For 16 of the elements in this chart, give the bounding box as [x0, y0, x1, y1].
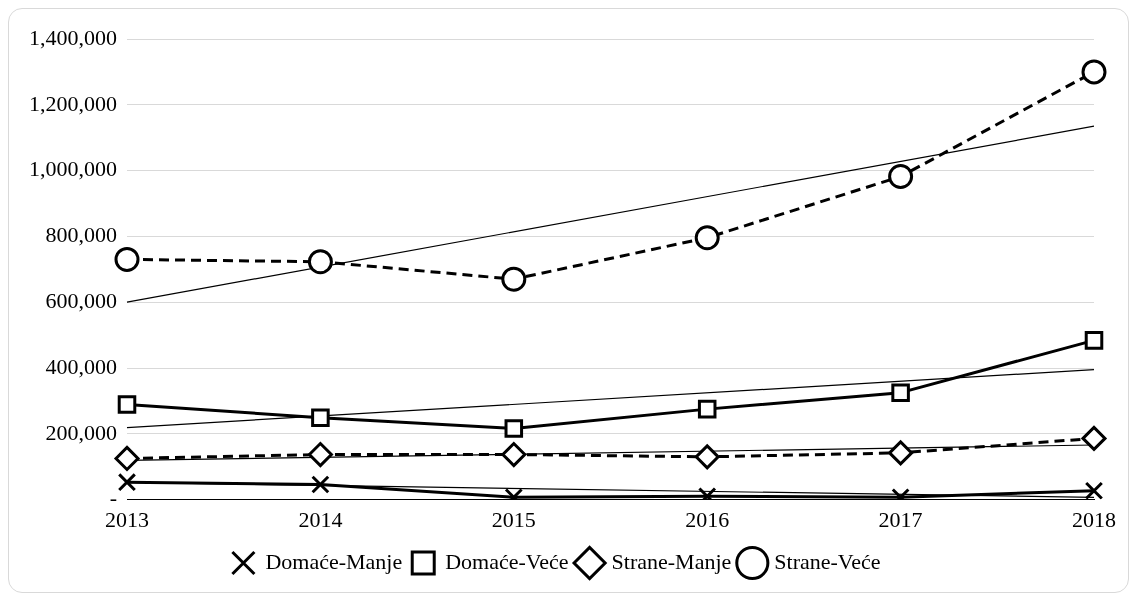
x-tick-label: 2014	[298, 506, 343, 532]
y-tick-label: 600,000	[45, 287, 117, 313]
legend-label: Strane-Veće	[774, 548, 881, 574]
legend-label: Domaće-Veće	[445, 548, 569, 574]
y-tick-label: 400,000	[45, 353, 117, 379]
legend-label: Strane-Manje	[611, 548, 732, 574]
legend-label: Domaće-Manje	[265, 548, 403, 574]
y-tick-label: 200,000	[45, 419, 117, 445]
y-tick-label: 1,000,000	[29, 156, 117, 182]
x-tick-label: 2015	[491, 506, 536, 532]
y-tick-label: 800,000	[45, 222, 117, 248]
x-tick-label: 2016	[685, 506, 730, 532]
y-tick-label: 1,400,000	[29, 24, 117, 50]
x-tick-label: 2017	[878, 506, 923, 532]
x-tick-label: 2018	[1072, 506, 1116, 532]
y-tick-label: 1,200,000	[29, 90, 117, 116]
